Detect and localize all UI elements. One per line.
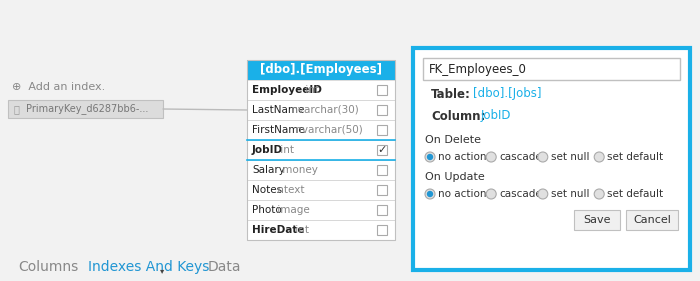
Text: EmployeeID: EmployeeID (252, 85, 322, 95)
Text: set null: set null (551, 152, 589, 162)
Circle shape (425, 152, 435, 162)
Text: set null: set null (551, 189, 589, 199)
Text: ntext: ntext (274, 185, 305, 195)
Text: Photo: Photo (252, 205, 281, 215)
Text: HireDate: HireDate (252, 225, 304, 235)
Bar (247, 60, 395, 240)
Bar (247, 80, 395, 100)
Circle shape (428, 191, 433, 196)
Text: On Delete: On Delete (425, 135, 481, 145)
Bar (377, 105, 387, 115)
Text: no action: no action (438, 152, 486, 162)
Text: set default: set default (607, 152, 664, 162)
Bar (377, 85, 387, 95)
Circle shape (538, 152, 548, 162)
Text: FirstName: FirstName (252, 125, 304, 135)
Bar (247, 220, 395, 240)
Circle shape (486, 152, 496, 162)
Circle shape (486, 189, 496, 199)
Text: JobID: JobID (481, 110, 512, 123)
Circle shape (594, 189, 604, 199)
Text: image: image (274, 205, 310, 215)
Bar (247, 140, 395, 160)
Text: JobID: JobID (252, 145, 283, 155)
Text: ⊕  Add an index.: ⊕ Add an index. (12, 82, 105, 92)
Text: Columns: Columns (18, 260, 78, 274)
Text: money: money (279, 165, 318, 175)
Text: int: int (302, 85, 319, 95)
Text: FK_Employees_0: FK_Employees_0 (429, 62, 527, 76)
Text: Indexes And Keys: Indexes And Keys (88, 260, 209, 274)
Text: [dbo].[Jobs]: [dbo].[Jobs] (473, 87, 542, 101)
Text: int: int (292, 225, 309, 235)
Text: [dbo].[Employees]: [dbo].[Employees] (260, 64, 382, 76)
Text: cascade: cascade (499, 152, 542, 162)
Bar (377, 185, 387, 195)
Text: Table:: Table: (431, 87, 471, 101)
Bar (423, 58, 680, 80)
Bar (247, 200, 395, 220)
Text: Save: Save (583, 215, 610, 225)
Text: Column:: Column: (431, 110, 485, 123)
Text: int: int (277, 145, 294, 155)
Bar (626, 210, 678, 230)
Text: ▾: ▾ (160, 266, 164, 275)
Bar (247, 120, 395, 140)
Circle shape (538, 189, 548, 199)
Text: Notes: Notes (252, 185, 282, 195)
Text: PrimaryKey_d6287bb6-...: PrimaryKey_d6287bb6-... (26, 103, 148, 114)
Text: On Update: On Update (425, 172, 484, 182)
Bar (377, 125, 387, 135)
Circle shape (425, 189, 435, 199)
Bar (377, 165, 387, 175)
Bar (247, 100, 395, 120)
Circle shape (594, 152, 604, 162)
Text: no action: no action (438, 189, 486, 199)
Text: nvarchar(50): nvarchar(50) (293, 125, 363, 135)
Bar (413, 48, 690, 270)
Bar (8, 100, 163, 118)
Bar (377, 145, 387, 155)
Text: ✓: ✓ (377, 145, 386, 155)
Bar (247, 160, 395, 180)
Text: cascade: cascade (499, 189, 542, 199)
Bar (247, 180, 395, 200)
Text: ⚿: ⚿ (14, 104, 20, 114)
Bar (377, 205, 387, 215)
Text: Data: Data (208, 260, 241, 274)
Bar (574, 210, 620, 230)
Text: set default: set default (607, 189, 664, 199)
Text: nvarchar(30): nvarchar(30) (288, 105, 358, 115)
Circle shape (428, 155, 433, 160)
Bar (247, 60, 395, 80)
Text: Salary: Salary (252, 165, 285, 175)
Bar (377, 225, 387, 235)
Text: LastName: LastName (252, 105, 304, 115)
Text: Cancel: Cancel (633, 215, 671, 225)
